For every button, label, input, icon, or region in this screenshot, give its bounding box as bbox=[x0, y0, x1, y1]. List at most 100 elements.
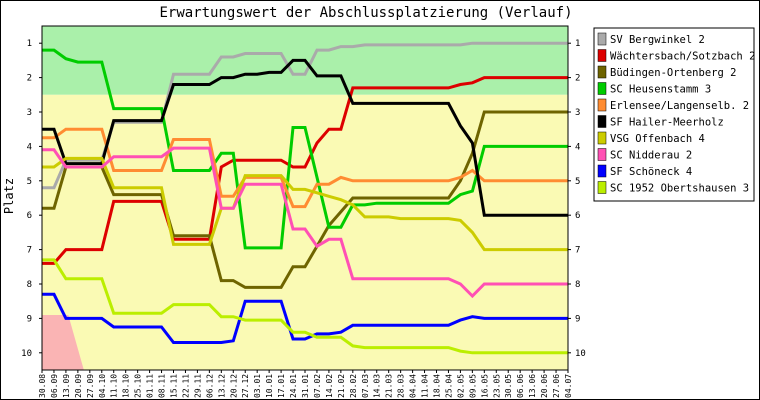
y-axis-label: Platz bbox=[2, 178, 16, 214]
series-line-9 bbox=[42, 292, 568, 344]
x-tick-label: 28.03 bbox=[397, 374, 406, 398]
x-tick-label: 30.05 bbox=[504, 374, 513, 398]
legend-swatch bbox=[597, 131, 607, 145]
x-tick-labels: 30.08 06.09 13.09 20.09 27.09 04.10 11.10 18.10… bbox=[38, 370, 573, 398]
x-tick-label: 14.03 bbox=[373, 374, 382, 398]
legend-box bbox=[593, 27, 755, 202]
x-tick-label: 29.11 bbox=[193, 374, 202, 398]
y-tick-label-left: 9 bbox=[27, 314, 32, 324]
x-tick-label: 30.08 bbox=[38, 374, 47, 398]
y-tick-label-left: 10 bbox=[21, 349, 32, 359]
plot-background bbox=[42, 26, 568, 371]
legend-label: VSG Offenbach 4 bbox=[610, 133, 705, 145]
y-tick-label-right: 10 bbox=[575, 349, 586, 359]
x-tick-label: 06.09 bbox=[50, 374, 59, 398]
x-tick-label: 07.02 bbox=[313, 374, 322, 398]
series-line-7 bbox=[42, 156, 568, 252]
x-tick-label: 14.02 bbox=[325, 374, 334, 398]
x-tick-label: 18.10 bbox=[122, 374, 131, 398]
series-line-5 bbox=[42, 127, 568, 209]
x-tick-label: 04.10 bbox=[98, 374, 107, 398]
y-tick-label-left: 6 bbox=[27, 211, 32, 221]
y-tick-label-left: 8 bbox=[27, 280, 32, 290]
legend-swatch bbox=[597, 49, 607, 62]
y-tick-label-right: 2 bbox=[575, 74, 580, 84]
series-line-6 bbox=[42, 58, 568, 217]
x-tick-label: 15.11 bbox=[170, 374, 179, 398]
x-tick-label: 28.02 bbox=[349, 374, 358, 398]
series-line-10 bbox=[42, 258, 568, 355]
series-layer bbox=[42, 41, 568, 355]
y-tick-labels-right: 1 2 3 4 5 6 7 8 9 10 bbox=[568, 39, 586, 359]
legend-label: SC 1952 Obertshausen 3 bbox=[610, 183, 749, 195]
legend: SV Bergwinkel 2 Wächtersbach/Sotzbach 2 Bü… bbox=[593, 27, 755, 202]
x-tick-label: 02.05 bbox=[456, 374, 465, 398]
y-tick-label-right: 8 bbox=[575, 280, 580, 290]
x-tick-label: 20.06 bbox=[540, 374, 549, 398]
x-tick-label: 31.01 bbox=[301, 374, 310, 398]
legend-swatch bbox=[597, 98, 607, 112]
legend-swatch bbox=[597, 148, 607, 161]
y-tick-label-right: 7 bbox=[575, 246, 580, 256]
x-tick-label: 03.01 bbox=[253, 374, 262, 398]
y-tick-label-left: 5 bbox=[27, 177, 32, 187]
legend-swatch bbox=[597, 65, 607, 79]
legend-label: Erlensee/Langenselb. 2 bbox=[610, 100, 749, 112]
legend-swatch bbox=[597, 115, 607, 128]
series-line-1 bbox=[42, 41, 568, 190]
legend-swatch bbox=[597, 82, 607, 95]
x-tick-label: 25.04 bbox=[444, 374, 453, 398]
legend-swatch bbox=[597, 164, 607, 178]
x-tick-label: 06.12 bbox=[205, 374, 214, 398]
series-line-4 bbox=[42, 48, 568, 250]
legend-swatch bbox=[597, 181, 607, 194]
x-tick-label: 21.03 bbox=[385, 374, 394, 398]
y-tick-label-right: 3 bbox=[575, 108, 580, 118]
x-tick-label: 08.11 bbox=[158, 374, 167, 398]
legend-label: SC Nidderau 2 bbox=[610, 150, 692, 162]
x-tick-label: 24.01 bbox=[289, 374, 298, 398]
chart-title: Erwartungswert der Abschlussplatzierung … bbox=[159, 5, 572, 21]
x-tick-label: 20.09 bbox=[74, 374, 83, 398]
x-tick-label: 27.12 bbox=[241, 374, 250, 398]
series-line-3 bbox=[42, 110, 568, 289]
x-tick-label: 23.05 bbox=[492, 374, 501, 398]
legend-label: SV Bergwinkel 2 bbox=[610, 34, 705, 46]
x-tick-label: 27.06 bbox=[552, 374, 561, 398]
series-line-2 bbox=[42, 76, 568, 265]
x-tick-label: 04.07 bbox=[564, 374, 573, 398]
x-tick-label: 25.10 bbox=[134, 374, 143, 398]
y-tick-label-right: 4 bbox=[575, 142, 580, 152]
y-tick-label-left: 7 bbox=[27, 246, 32, 256]
x-tick-label: 13.06 bbox=[528, 374, 537, 398]
y-tick-labels-left: 1 2 3 4 5 6 7 8 9 10 bbox=[21, 39, 42, 359]
legend-label: SC Heusenstamm 3 bbox=[610, 84, 711, 96]
x-tick-label: 22.11 bbox=[181, 374, 190, 398]
x-tick-label: 27.09 bbox=[86, 374, 95, 398]
x-tick-label: 11.04 bbox=[421, 374, 430, 398]
x-tick-label: 06.06 bbox=[516, 374, 525, 398]
x-tick-label: 01.11 bbox=[146, 374, 155, 398]
legend-label: Wächtersbach/Sotzbach 2 bbox=[610, 51, 755, 63]
background-band-2 bbox=[42, 94, 568, 371]
y-tick-label-right: 6 bbox=[575, 211, 580, 221]
legend-label: Büdingen-Ortenberg 2 bbox=[610, 67, 736, 79]
legend-label: SF Schöneck 4 bbox=[610, 166, 692, 178]
x-tick-label: 04.04 bbox=[409, 374, 418, 398]
y-tick-label-left: 1 bbox=[27, 39, 32, 49]
x-tick-label: 21.02 bbox=[337, 374, 346, 398]
legend-swatch bbox=[597, 32, 607, 46]
y-tick-label-left: 2 bbox=[27, 74, 32, 84]
x-tick-label: 13.09 bbox=[62, 374, 71, 398]
y-tick-label-right: 9 bbox=[575, 314, 580, 324]
x-tick-label: 16.05 bbox=[480, 374, 489, 398]
y-tick-label-right: 1 bbox=[575, 39, 580, 49]
series-line-8 bbox=[42, 146, 568, 299]
x-tick-label: 18.04 bbox=[433, 374, 442, 398]
x-tick-label: 10.01 bbox=[265, 374, 274, 398]
y-tick-label-right: 5 bbox=[575, 177, 580, 187]
y-tick-label-left: 3 bbox=[27, 108, 32, 118]
x-tick-label: 07.03 bbox=[361, 374, 370, 398]
x-tick-label: 17.01 bbox=[277, 374, 286, 398]
relegation-area bbox=[42, 314, 84, 370]
